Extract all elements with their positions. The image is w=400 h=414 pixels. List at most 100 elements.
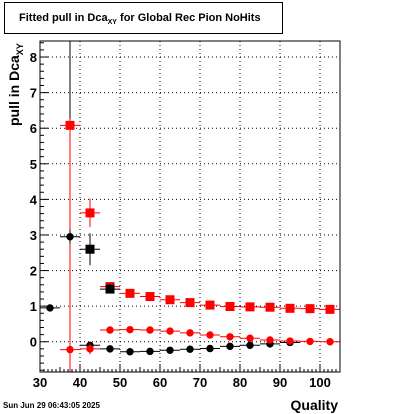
y-axis-label: pull in DcaXY: [6, 43, 25, 126]
data-point: [80, 343, 100, 355]
square-marker: [305, 304, 315, 314]
data-point: [60, 118, 80, 133]
data-point: [200, 331, 220, 339]
x-tick-label: 80: [233, 375, 247, 390]
y-tick-label: 3: [30, 228, 37, 243]
y-tick-label: 7: [30, 86, 37, 101]
data-point: [320, 338, 340, 346]
data-point: [100, 326, 120, 334]
square-marker: [85, 208, 95, 218]
data-markers: [40, 118, 340, 356]
data-point: [60, 344, 80, 355]
data-point: [160, 346, 180, 354]
circle-marker: [126, 325, 134, 334]
circle-marker: [166, 327, 174, 335]
chart-title: Fitted pull in DcaXY for Global Rec Pion…: [19, 12, 261, 26]
plot-frame: [39, 40, 341, 373]
circle-marker: [106, 345, 114, 353]
data-point: [180, 329, 200, 337]
data-point: [260, 336, 280, 344]
data-point: [100, 345, 120, 353]
chart-title-suffix: for Global Rec Pion NoHits: [116, 12, 261, 24]
data-point: [140, 347, 160, 356]
data-point: [260, 302, 280, 312]
data-point: [120, 325, 140, 334]
x-tick-label: 70: [193, 375, 207, 390]
data-point: [220, 333, 240, 341]
x-tick-label: 30: [33, 375, 47, 390]
square-marker: [285, 303, 295, 313]
y-tick-label: 5: [30, 157, 37, 172]
circle-marker: [146, 347, 154, 356]
circle-marker: [306, 337, 314, 346]
y-tick-label: 2: [30, 264, 37, 279]
circle-marker: [66, 345, 74, 354]
data-point: [40, 304, 60, 312]
data-point: [60, 229, 80, 244]
data-point: [180, 345, 200, 353]
square-marker: [105, 284, 115, 294]
circle-marker: [206, 344, 214, 353]
square-marker: [265, 302, 275, 312]
data-point: [240, 341, 260, 350]
square-marker: [85, 244, 95, 254]
circle-marker: [46, 304, 54, 312]
data-point: [140, 292, 160, 302]
square-marker: [125, 288, 135, 298]
circle-marker: [66, 233, 74, 241]
chart-title-main: Fitted pull in Dca: [19, 12, 108, 24]
y-tick-label: 8: [30, 50, 37, 65]
circle-marker: [226, 333, 234, 341]
y-axis-label-subscript: XY: [15, 43, 25, 55]
x-tick-label: 60: [153, 375, 167, 390]
circle-marker: [126, 348, 134, 356]
data-point: [300, 337, 320, 346]
circle-marker: [206, 331, 214, 339]
square-marker: [205, 300, 215, 310]
circle-marker: [86, 345, 94, 353]
data-point: [280, 337, 300, 345]
data-point: [220, 302, 240, 312]
chart-title-box: Fitted pull in DcaXY for Global Rec Pion…: [4, 2, 283, 34]
x-tick-label: 90: [273, 375, 287, 390]
x-tick-label: 40: [73, 375, 87, 390]
y-tick-label: 1: [30, 299, 37, 314]
chart-title-subscript: XY: [107, 19, 117, 27]
circle-marker: [146, 326, 154, 334]
circle-marker: [106, 326, 114, 334]
x-tick-label: 100: [309, 375, 331, 390]
data-point: [120, 288, 140, 298]
data-point: [240, 302, 260, 312]
square-marker: [145, 292, 155, 302]
data-point: [200, 344, 220, 353]
data-point: [320, 304, 340, 314]
data-point: [100, 284, 120, 294]
data-point: [240, 334, 260, 342]
square-marker: [185, 298, 195, 308]
data-point: [140, 326, 160, 334]
y-axis-label-main: pull in Dca: [6, 55, 22, 126]
y-tick-label: 6: [30, 121, 37, 136]
data-point: [160, 327, 180, 335]
data-point: [280, 303, 300, 313]
square-marker: [325, 304, 335, 314]
circle-marker: [166, 346, 174, 354]
data-point: [180, 298, 200, 308]
data-point: [300, 304, 320, 314]
square-marker: [65, 120, 75, 130]
circle-marker: [246, 341, 254, 350]
data-point: [160, 295, 180, 305]
circle-marker: [326, 338, 334, 346]
timestamp-footer: Sun Jun 29 06:43:05 2025: [3, 401, 100, 410]
circle-marker: [246, 334, 254, 342]
x-axis-label: Quality: [291, 397, 339, 413]
square-marker: [225, 302, 235, 312]
x-tick-label: 50: [113, 375, 127, 390]
y-tick-label: 0: [30, 335, 37, 350]
circle-marker: [286, 337, 294, 345]
square-marker: [245, 302, 255, 312]
data-point: [80, 233, 100, 266]
axis-ticks: 30 40 50 60 70 80 90 100 0 1 2 3 4 5 6 7 8: [30, 42, 337, 390]
grid: [40, 41, 340, 372]
